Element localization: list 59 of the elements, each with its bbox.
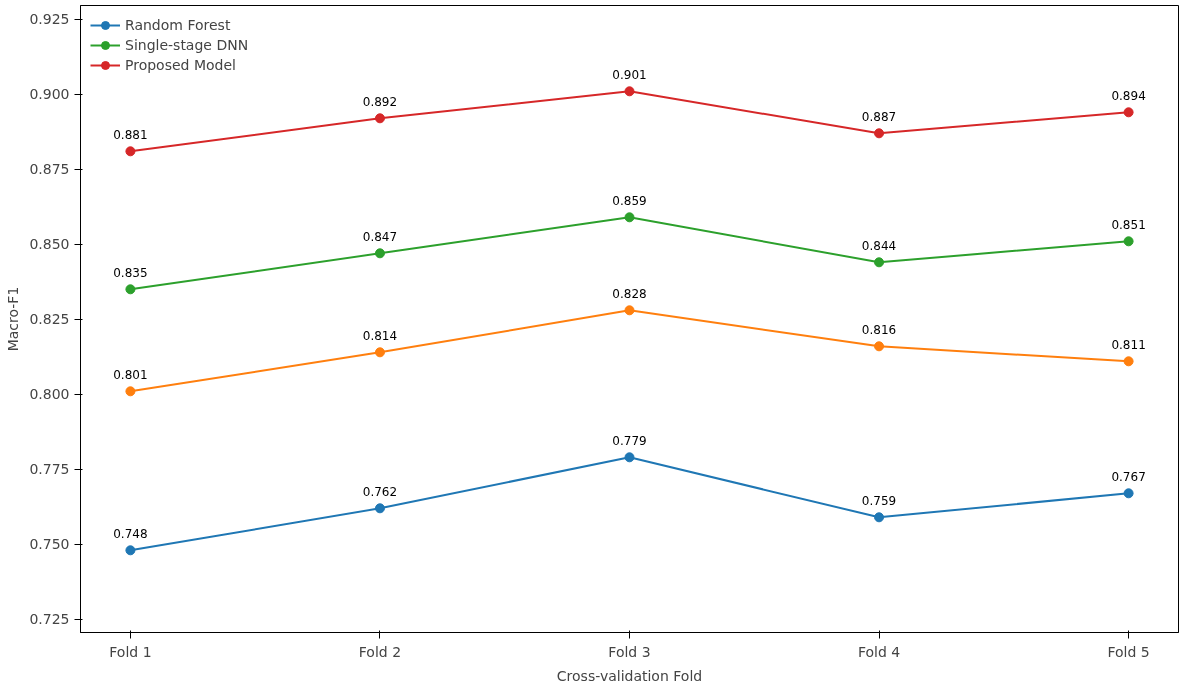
data-label: 0.762 (362, 485, 398, 500)
point (874, 128, 885, 139)
data-label: 0.748 (113, 527, 148, 542)
point (125, 284, 136, 295)
point (874, 341, 885, 352)
data-label: 0.779 (612, 434, 647, 449)
point (125, 545, 136, 556)
data-label: 0.887 (861, 110, 897, 125)
point (374, 113, 385, 124)
x-tick-label: Fold 5 (1107, 643, 1150, 660)
legend-label: Single-stage DNN (125, 37, 249, 53)
data-label: 0.801 (113, 368, 148, 383)
data-label: 0.835 (113, 266, 148, 281)
y-tick-label: 0.775 (29, 461, 70, 478)
data-label: 0.892 (362, 95, 398, 110)
data-label: 0.901 (612, 68, 647, 83)
y-axis-title: Macro-F1 (5, 286, 22, 352)
y-tick-label: 0.725 (29, 611, 70, 628)
point (1123, 107, 1134, 118)
y-tick-label: 0.900 (29, 86, 70, 103)
x-axis-title: Cross-validation Fold (556, 667, 703, 684)
point (374, 347, 385, 358)
point (125, 386, 136, 397)
point (624, 86, 635, 97)
point (624, 305, 635, 316)
data-label: 0.851 (1111, 218, 1146, 233)
y-tick-label: 0.825 (29, 311, 70, 328)
point (374, 503, 385, 514)
data-label: 0.759 (861, 494, 897, 509)
data-label: 0.894 (1111, 89, 1146, 104)
point (1123, 356, 1134, 367)
legend-label: Proposed Model (125, 57, 236, 73)
data-label: 0.881 (113, 128, 148, 143)
x-tick-label: Fold 1 (109, 643, 152, 660)
data-label: 0.859 (612, 194, 647, 209)
point (874, 512, 885, 523)
data-label: 0.828 (612, 287, 647, 302)
data-label: 0.767 (1111, 470, 1146, 485)
point (624, 452, 635, 463)
point (125, 146, 136, 157)
point (1123, 488, 1134, 499)
y-tick-label: 0.850 (29, 236, 70, 253)
data-label: 0.816 (861, 323, 897, 338)
y-tick-label: 0.925 (29, 11, 70, 28)
data-label: 0.814 (362, 329, 398, 344)
data-label: 0.844 (861, 239, 897, 254)
y-tick-label: 0.800 (29, 386, 70, 403)
x-tick-label: Fold 4 (857, 643, 901, 660)
x-tick-label: Fold 2 (358, 643, 402, 660)
x-tick-label: Fold 3 (608, 643, 651, 660)
legend-label: Random Forest (125, 17, 231, 33)
data-label: 0.811 (1111, 338, 1146, 353)
point (1123, 236, 1134, 247)
point (624, 212, 635, 223)
data-label: 0.847 (362, 230, 398, 245)
y-tick-label: 0.750 (29, 536, 70, 553)
y-tick-label: 0.875 (29, 161, 70, 178)
point (374, 248, 385, 259)
point (874, 257, 885, 268)
